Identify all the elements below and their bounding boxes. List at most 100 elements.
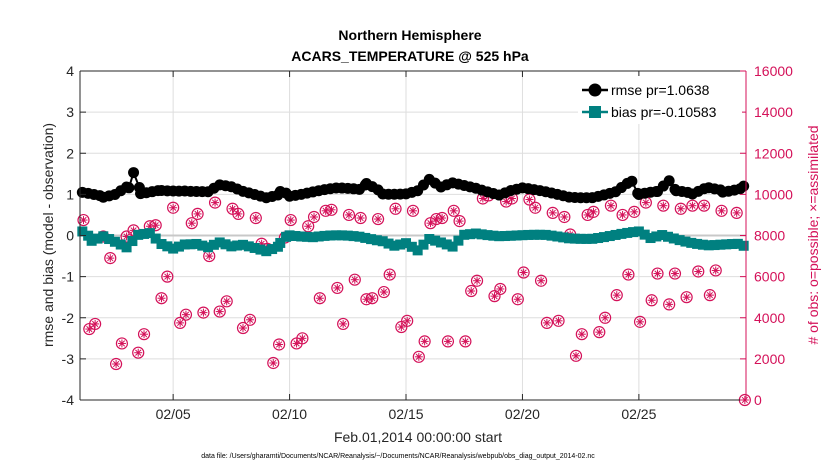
obs-possible-marker	[77, 213, 90, 227]
obs-possible-marker	[441, 335, 455, 348]
bias-point	[92, 233, 103, 244]
y-right-tick-label: 14000	[754, 104, 793, 120]
obs-count-point	[342, 208, 356, 222]
obs-possible-marker	[558, 210, 571, 224]
obs-count-point	[383, 268, 396, 281]
obs-assimilated-marker	[532, 204, 539, 211]
obs-count-point	[377, 285, 390, 299]
obs-assimilated-marker	[590, 208, 597, 216]
obs-count-point	[179, 308, 193, 321]
footnote: data file: /Users/gharamti/Documents/NCA…	[201, 453, 595, 460]
obs-assimilated-marker	[380, 288, 388, 296]
bias-point	[197, 240, 208, 251]
bias-point	[622, 227, 633, 238]
obs-count-point	[389, 202, 402, 215]
obs-possible-marker	[191, 207, 204, 221]
obs-possible-marker	[593, 326, 606, 339]
obs-count-point	[213, 305, 226, 318]
obs-assimilated-marker	[211, 199, 219, 206]
bias-point	[569, 233, 580, 244]
obs-possible-marker	[155, 292, 168, 305]
bias-point	[430, 235, 441, 246]
bias-point	[325, 230, 336, 241]
obs-assimilated-marker	[118, 340, 126, 347]
obs-possible-marker	[459, 335, 472, 348]
obs-count-point	[267, 356, 280, 370]
obs-assimilated-marker	[223, 298, 230, 305]
obs-count-point	[593, 326, 606, 339]
bias-point	[488, 230, 499, 241]
bias-point	[296, 231, 307, 242]
bias-point	[144, 228, 155, 239]
obs-assimilated-marker	[200, 309, 207, 316]
bias-point	[645, 233, 656, 244]
obs-possible-marker	[697, 199, 711, 212]
obs-assimilated-marker	[275, 341, 283, 348]
obs-count-point	[610, 289, 623, 302]
obs-possible-marker	[540, 316, 553, 329]
obs-assimilated-marker	[660, 202, 667, 209]
obs-possible-marker	[703, 289, 717, 302]
bias-point	[156, 239, 167, 250]
obs-assimilated-marker	[182, 311, 190, 318]
obs-possible-marker	[628, 205, 641, 218]
obs-count-point	[674, 202, 687, 215]
obs-count-point	[540, 316, 553, 329]
obs-assimilated-marker	[369, 295, 376, 302]
rmse-series	[76, 167, 750, 204]
bias-point	[692, 238, 703, 249]
obs-assimilated-marker	[409, 207, 417, 214]
obs-count-point	[232, 207, 245, 221]
obs-possible-marker	[465, 284, 478, 298]
obs-assimilated-marker	[140, 331, 148, 338]
obs-possible-marker	[161, 270, 174, 283]
bias-point	[662, 231, 673, 242]
obs-assimilated-marker	[473, 277, 481, 284]
obs-possible-marker	[296, 332, 309, 345]
obs-possible-marker	[436, 211, 449, 225]
y-right-tick-label: 6000	[754, 269, 785, 285]
obs-count-point	[89, 317, 102, 331]
obs-assimilated-marker	[520, 269, 527, 276]
obs-assimilated-marker	[689, 202, 696, 209]
bias-point	[697, 239, 708, 250]
obs-count-point	[243, 313, 257, 326]
bias-point	[598, 232, 609, 243]
obs-count-point	[569, 349, 583, 362]
bias-point	[616, 228, 627, 239]
bias-point	[674, 235, 685, 246]
obs-assimilated-marker	[607, 202, 615, 209]
obs-possible-marker	[418, 335, 431, 348]
obs-count-point	[599, 311, 612, 324]
obs-possible-marker	[174, 316, 187, 329]
obs-assimilated-marker	[216, 308, 223, 315]
obs-assimilated-marker	[164, 273, 171, 280]
obs-assimilated-marker	[229, 205, 236, 212]
obs-count-point	[447, 204, 460, 217]
bias-point	[185, 239, 196, 250]
obs-count-point	[191, 207, 204, 221]
obs-assimilated-marker	[636, 318, 644, 326]
obs-possible-marker	[633, 315, 647, 328]
obs-possible-marker	[389, 202, 402, 215]
bias-point	[77, 226, 88, 237]
obs-count-point	[715, 204, 728, 217]
obs-assimilated-marker	[438, 214, 446, 222]
obs-count-point	[406, 204, 420, 217]
obs-assimilated-marker	[404, 317, 411, 324]
bias-point	[505, 230, 516, 241]
obs-assimilated-marker	[543, 319, 551, 327]
bias-point	[511, 230, 522, 241]
obs-assimilated-marker	[310, 213, 318, 221]
bias-point	[401, 238, 412, 249]
obs-count-point	[284, 213, 297, 227]
bias-point	[360, 232, 371, 243]
obs-count-point	[622, 268, 635, 281]
bias-point	[738, 240, 749, 251]
bias-point	[366, 234, 377, 245]
bias-point	[313, 231, 324, 242]
obs-possible-marker	[342, 208, 356, 222]
obs-assimilated-marker	[502, 198, 510, 205]
obs-possible-marker	[243, 313, 257, 326]
obs-possible-marker	[137, 328, 151, 341]
